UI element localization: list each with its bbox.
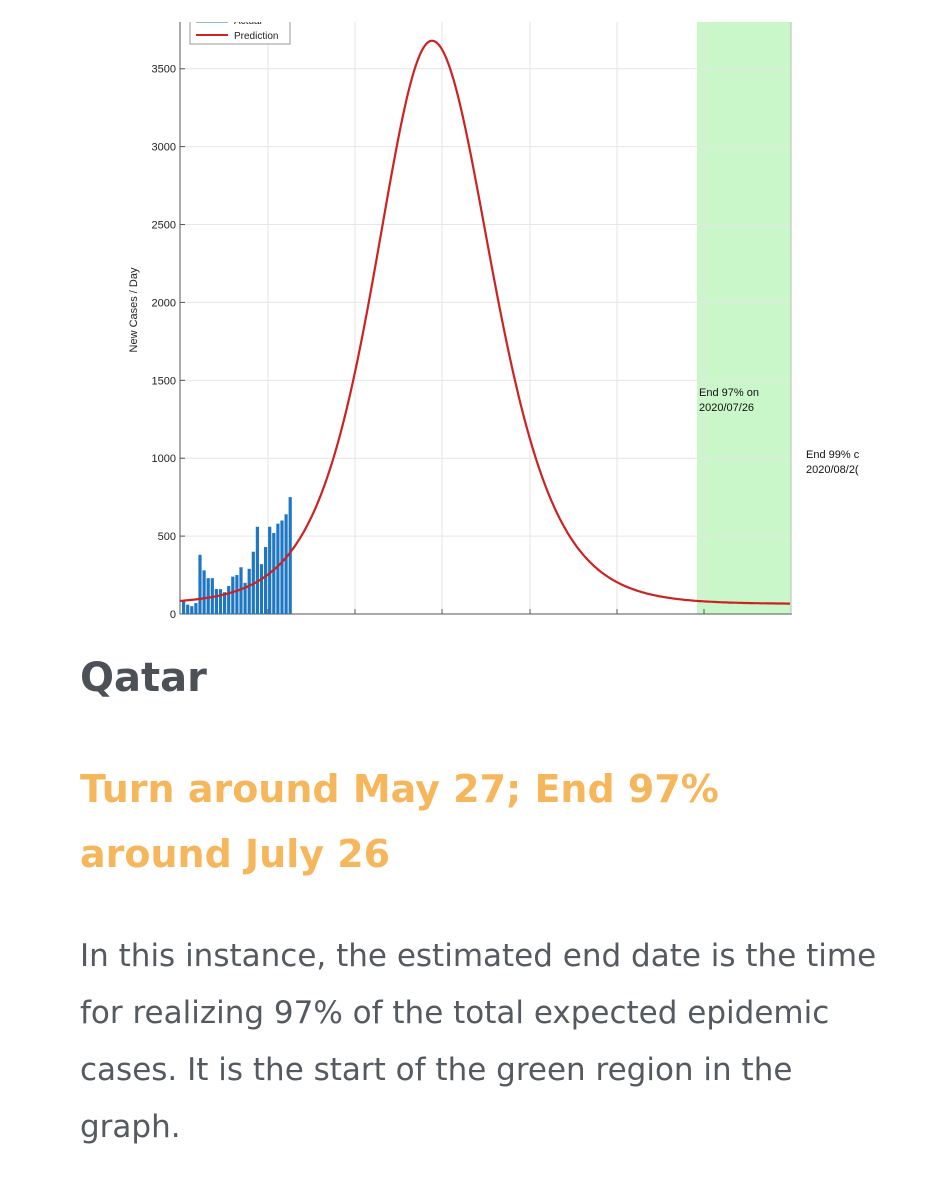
actual-bar xyxy=(214,589,218,614)
y-tick-label: 2500 xyxy=(152,220,176,232)
actual-bar xyxy=(190,606,194,614)
actual-bar xyxy=(255,526,259,614)
y-tick-label: 3000 xyxy=(152,142,176,154)
actual-bar xyxy=(186,604,190,614)
y-tick-label: 500 xyxy=(158,531,176,543)
y-tick-label: 2000 xyxy=(152,297,176,309)
actual-bar xyxy=(223,592,227,614)
actual-bar xyxy=(276,523,280,614)
country-heading: Qatar xyxy=(80,655,207,701)
top-crop xyxy=(0,0,944,22)
y-tick-label: 1500 xyxy=(152,375,176,387)
legend-label-prediction: Prediction xyxy=(234,31,278,42)
summary-subheading: Turn around May 27; End 97% around July … xyxy=(80,767,719,876)
end-97-shaded-region xyxy=(697,22,791,614)
actual-bar xyxy=(288,497,292,614)
actual-bar xyxy=(218,589,223,614)
actual-bar xyxy=(272,532,276,614)
actual-bar xyxy=(231,576,235,614)
actual-bars xyxy=(182,497,292,614)
annotation-end-99-line2: 2020/08/2( xyxy=(806,464,859,476)
actual-bar xyxy=(243,582,247,614)
annotation-end-97-line1: End 97% on xyxy=(699,387,759,399)
y-tick-label: 1000 xyxy=(152,453,176,465)
actual-bar xyxy=(280,520,284,614)
actual-bar xyxy=(227,585,231,614)
actual-bar xyxy=(235,575,239,614)
y-tick-label: 3500 xyxy=(152,64,176,76)
actual-bar xyxy=(259,564,264,614)
y-axis-label: New Cases / Day xyxy=(128,267,140,352)
annotation-end-99-line1: End 99% c xyxy=(806,449,860,461)
actual-bar xyxy=(182,601,186,614)
grid-lines xyxy=(180,22,791,614)
epidemic-chart: 0 500 1000 1500 2000 2500 3000 3500 New Cases /… xyxy=(0,0,944,621)
explanation-paragraph: In this instance, the estimated end date… xyxy=(80,938,877,1145)
actual-bar xyxy=(239,567,243,614)
actual-bar xyxy=(198,554,202,614)
prediction-line xyxy=(179,39,790,605)
actual-bar xyxy=(247,568,251,614)
actual-bar xyxy=(268,526,272,614)
actual-bar xyxy=(264,547,268,614)
actual-bar xyxy=(202,570,206,614)
y-tick-label: 0 xyxy=(170,609,176,621)
actual-bar xyxy=(194,603,198,614)
actual-bar xyxy=(206,578,210,614)
annotation-end-97-line2: 2020/07/26 xyxy=(699,402,754,414)
actual-bar xyxy=(284,514,288,614)
